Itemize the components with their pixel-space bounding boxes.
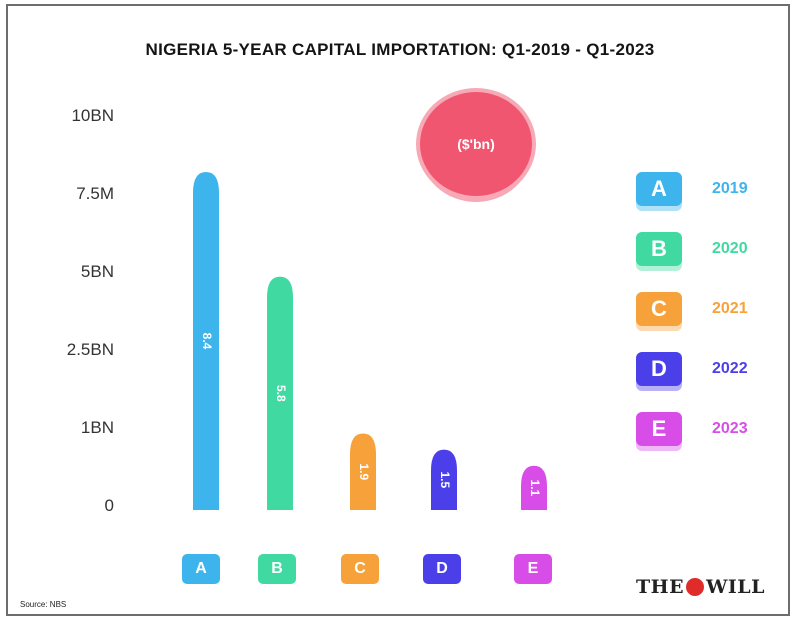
bar-E	[521, 465, 547, 510]
category-key: A	[182, 554, 220, 584]
legend-label: 2023	[712, 420, 748, 437]
brand-mark-icon	[686, 578, 705, 596]
category-key: D	[423, 554, 461, 584]
legend-key: D	[636, 352, 682, 386]
bar-A	[193, 172, 219, 510]
category-key: E	[514, 554, 552, 584]
y-tick-label: 2.5BN	[66, 340, 114, 359]
unit-label: ($'bn)	[457, 136, 495, 152]
bar-value-label: 1.9	[357, 463, 371, 480]
unit-badge: ($'bn)	[420, 92, 532, 196]
chart-title: NIGERIA 5-YEAR CAPITAL IMPORTATION: Q1-2…	[145, 40, 655, 59]
legend-label: 2022	[712, 360, 748, 377]
category-key: C	[341, 554, 379, 584]
bar-B	[267, 276, 293, 510]
brand-text-right: WILL	[706, 576, 766, 598]
bar-value-label: 1.1	[528, 480, 542, 497]
chart-frame: NIGERIA 5-YEAR CAPITAL IMPORTATION: Q1-2…	[6, 4, 790, 616]
brand-logo: THE WILL	[636, 576, 765, 598]
brand-text-left: THE	[636, 576, 685, 598]
y-tick-label: 5BN	[80, 262, 114, 281]
bar-D	[431, 449, 457, 510]
legend-key: E	[636, 412, 682, 446]
y-tick-label: 10BN	[71, 106, 114, 125]
legend-label: 2020	[712, 240, 748, 257]
legend-label: 2021	[712, 300, 748, 317]
y-tick-label: 0	[104, 496, 114, 515]
legend-key: C	[636, 292, 682, 326]
legend-label: 2019	[712, 180, 748, 197]
bar-value-label: 8.4	[200, 333, 214, 350]
bar-C	[350, 433, 376, 510]
category-key: B	[258, 554, 296, 584]
bar-value-label: 1.5	[438, 471, 452, 488]
y-tick-label: 1BN	[80, 418, 114, 437]
bar-chart: 8.4 5.8 1.9 1.5 1.1	[193, 172, 547, 510]
legend-key: B	[636, 232, 682, 266]
y-tick-label: 7.5M	[76, 184, 114, 203]
source-note: Source: NBS	[20, 600, 67, 609]
legend-key: A	[636, 172, 682, 206]
bar-value-label: 5.8	[274, 385, 288, 402]
